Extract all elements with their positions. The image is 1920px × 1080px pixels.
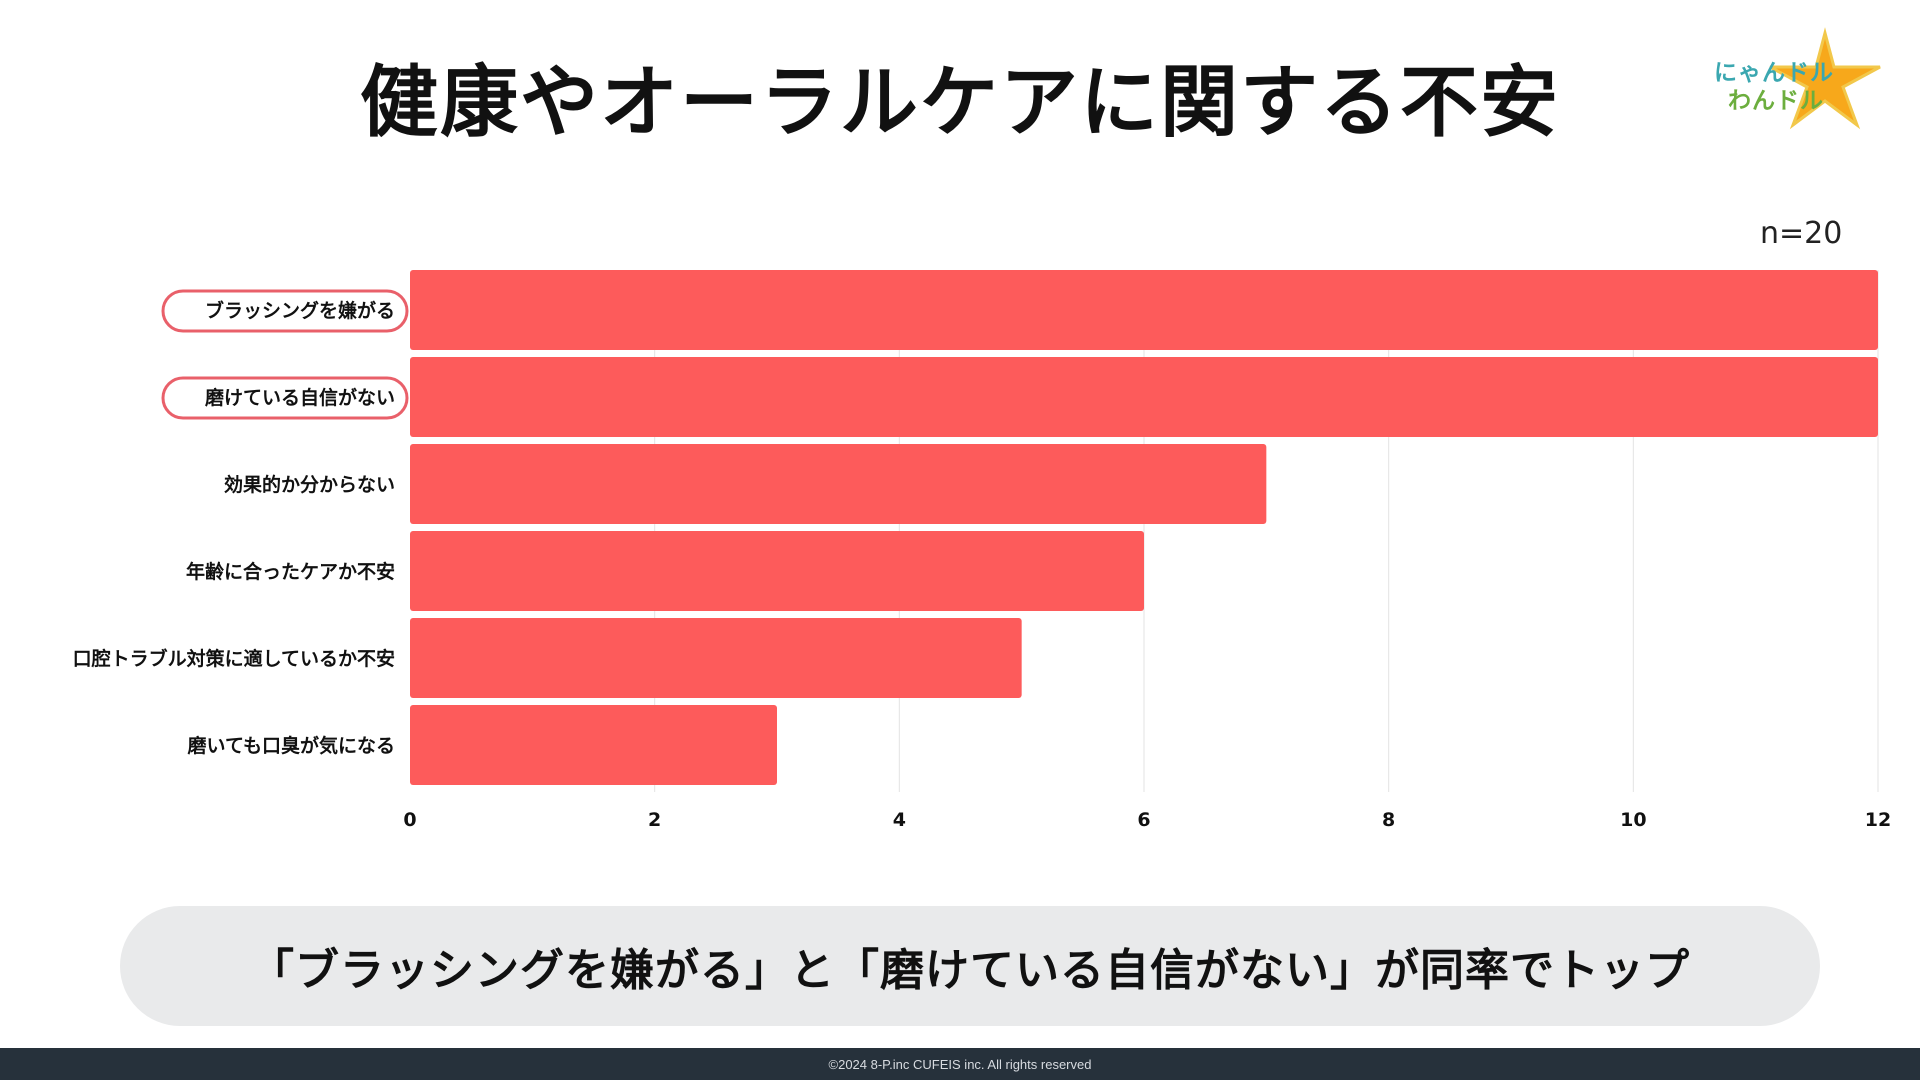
bar xyxy=(410,357,1878,437)
category-label: 年齢に合ったケアか不安 xyxy=(186,560,395,583)
category-label: 効果的か分からない xyxy=(224,473,395,496)
category-label: ブラッシングを嫌がる xyxy=(205,299,395,322)
x-tick-label: 4 xyxy=(893,809,906,830)
copyright-text: ©2024 8-P.inc CUFEIS inc. All rights res… xyxy=(828,1056,1092,1072)
category-label: 磨けている自信がない xyxy=(204,386,395,409)
x-tick-label: 10 xyxy=(1620,809,1646,830)
bar xyxy=(410,531,1144,611)
x-tick-label: 2 xyxy=(648,809,661,830)
x-tick-label: 0 xyxy=(403,809,416,830)
summary-text: 「ブラッシングを嫌がる」と「磨けている自信がない」が同率でトップ xyxy=(250,945,1690,996)
logo-text-line1: にゃんドル xyxy=(1714,60,1834,86)
x-tick-label: 12 xyxy=(1865,809,1891,830)
footer-bar: ©2024 8-P.inc CUFEIS inc. All rights res… xyxy=(0,1048,1920,1080)
category-label: 口腔トラブル対策に適しているか不安 xyxy=(73,647,395,670)
bar xyxy=(410,618,1022,698)
category-label: 磨いても口臭が気になる xyxy=(187,734,395,757)
bar xyxy=(410,270,1878,350)
logo-text-line2: わんドル xyxy=(1728,88,1824,114)
bar xyxy=(410,444,1267,524)
sample-size-label: n=20 xyxy=(1760,216,1843,251)
star-icon xyxy=(1769,27,1881,130)
summary-box: 「ブラッシングを嫌がる」と「磨けている自信がない」が同率でトップ xyxy=(120,906,1820,1026)
highlight-outline xyxy=(161,376,409,420)
brand-logo: にゃんドル わんドル xyxy=(1710,25,1890,130)
bar-chart: ブラッシングを嫌がる磨けている自信がない効果的か分からない年齢に合ったケアか不安… xyxy=(73,270,1891,830)
bar xyxy=(410,705,777,785)
x-tick-label: 6 xyxy=(1137,809,1150,830)
x-tick-label: 8 xyxy=(1382,809,1395,830)
highlight-outline xyxy=(161,289,409,333)
page-title: 健康やオーラルケアに関する不安 xyxy=(359,58,1560,148)
